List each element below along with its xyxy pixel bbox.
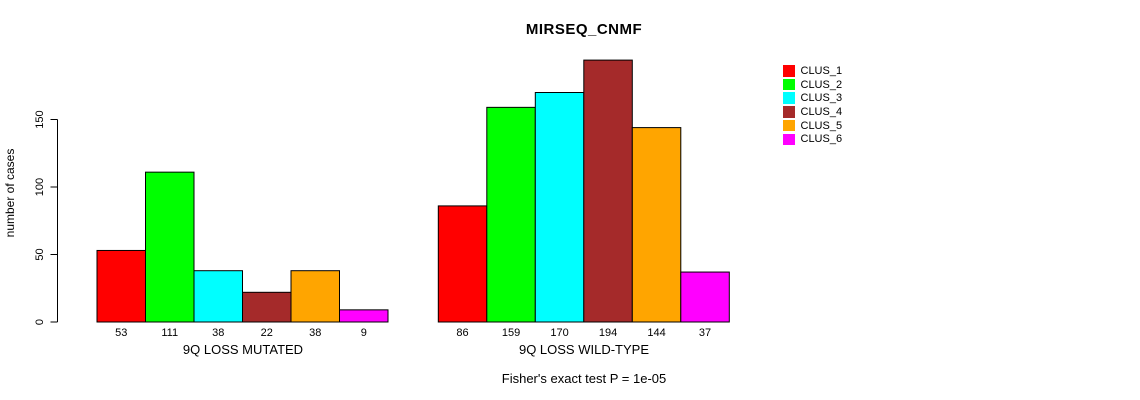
bar-clus_2-group0 xyxy=(145,171,195,323)
legend-row-clus_1: CLUS_1 xyxy=(783,64,842,78)
bar-value-label: 53 xyxy=(115,327,127,339)
legend: CLUS_1 CLUS_2 CLUS_3 CLUS_4 CLUS_5 CLUS_6 xyxy=(783,64,842,146)
bar-clus_5-group0 xyxy=(290,270,340,323)
legend-label: CLUS_6 xyxy=(800,133,843,146)
bar-clus_3-group0 xyxy=(193,270,243,323)
legend-row-clus_2: CLUS_2 xyxy=(783,78,842,92)
bar-value-label: 38 xyxy=(212,327,224,339)
y-tick-label: 50 xyxy=(34,248,46,260)
x-group-label-wild-type: 9Q LOSS WILD-TYPE xyxy=(518,342,650,357)
bar-value-label: 194 xyxy=(599,327,617,339)
legend-row-clus_6: CLUS_6 xyxy=(783,132,842,146)
legend-row-clus_5: CLUS_5 xyxy=(783,119,842,133)
y-tick-label: 0 xyxy=(34,319,46,325)
x-group-label-mutated: 9Q LOSS MUTATED xyxy=(182,342,304,357)
bar-value-label: 38 xyxy=(309,327,321,339)
legend-swatch-icon xyxy=(783,92,795,104)
bar-value-label: 37 xyxy=(699,327,711,339)
legend-swatch-icon xyxy=(783,65,795,77)
bar-value-label: 9 xyxy=(361,327,367,339)
chart-title: MIRSEQ_CNMF xyxy=(525,21,643,38)
bar-value-label: 86 xyxy=(456,327,468,339)
bar-clus_4-group0 xyxy=(242,291,292,323)
bar-clus_6-group1 xyxy=(680,271,730,323)
legend-swatch-icon xyxy=(783,133,795,146)
legend-label: CLUS_4 xyxy=(800,105,843,118)
legend-swatch-icon xyxy=(783,78,795,91)
legend-label: CLUS_2 xyxy=(800,78,843,91)
bar-clus_1-group0 xyxy=(96,249,146,323)
bar-value-label: 159 xyxy=(502,327,520,339)
legend-row-clus_4: CLUS_4 xyxy=(783,105,842,119)
y-tick-label: 150 xyxy=(34,110,46,128)
bar-clus_6-group0 xyxy=(339,309,389,323)
bar-value-label: 144 xyxy=(647,327,665,339)
legend-label: CLUS_5 xyxy=(800,119,843,132)
bar-value-label: 22 xyxy=(261,327,273,339)
legend-swatch-icon xyxy=(783,106,795,118)
bar-value-label: 170 xyxy=(550,327,568,339)
legend-swatch-icon xyxy=(783,119,795,132)
bar-clus_4-group1 xyxy=(583,59,633,323)
legend-row-clus_3: CLUS_3 xyxy=(783,91,842,105)
bar-clus_3-group1 xyxy=(534,92,585,323)
bar-clus_1-group1 xyxy=(437,205,488,323)
legend-label: CLUS_3 xyxy=(800,92,843,105)
legend-label: CLUS_1 xyxy=(800,64,843,77)
y-tick-label: 100 xyxy=(34,178,46,196)
bar-clus_5-group1 xyxy=(631,127,682,323)
fisher-test-caption: Fisher's exact test P = 1e-05 xyxy=(501,371,667,386)
bar-clus_2-group1 xyxy=(486,106,536,323)
bar-value-label: 111 xyxy=(161,327,178,339)
